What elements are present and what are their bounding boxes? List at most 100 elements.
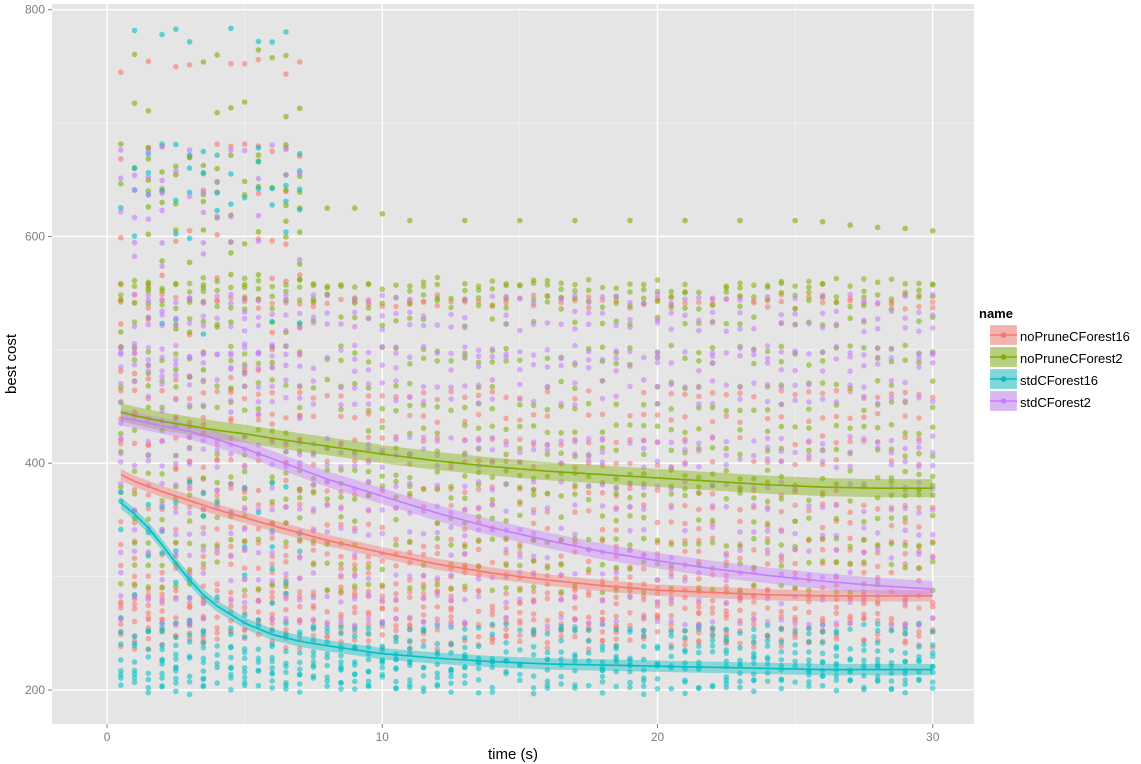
point-stdcforest2: [159, 346, 165, 352]
point-noprunecforest2: [737, 293, 743, 299]
point-noprunecforest2: [819, 558, 826, 565]
point-stdcforest16: [475, 677, 482, 683]
point-stdcforest2: [255, 410, 262, 417]
point-noprunecforest2: [819, 218, 826, 225]
point-stdcforest2: [159, 620, 165, 627]
point-stdcforest16: [118, 657, 124, 663]
point-stdcforest16: [475, 665, 482, 672]
point-noprunecforest16: [351, 609, 358, 616]
point-noprunecforest2: [682, 305, 688, 311]
point-noprunecforest2: [503, 562, 509, 568]
point-noprunecforest2: [613, 564, 620, 571]
point-noprunecforest2: [434, 295, 441, 302]
point-stdcforest2: [613, 618, 620, 625]
point-noprunecforest16: [365, 621, 372, 628]
point-stdcforest16: [751, 688, 757, 695]
point-stdcforest16: [200, 659, 207, 666]
point-stdcforest2: [861, 595, 867, 602]
point-stdcforest16: [296, 650, 303, 656]
point-noprunecforest16: [530, 520, 537, 527]
point-noprunecforest16: [200, 464, 207, 471]
point-stdcforest2: [406, 614, 413, 621]
point-noprunecforest2: [682, 485, 688, 492]
point-stdcforest2: [778, 435, 785, 442]
point-stdcforest16: [627, 679, 633, 686]
point-noprunecforest2: [599, 304, 606, 310]
point-noprunecforest16: [214, 492, 220, 499]
point-stdcforest2: [173, 551, 179, 558]
point-noprunecforest2: [351, 467, 358, 474]
point-noprunecforest2: [861, 559, 867, 565]
point-noprunecforest16: [572, 539, 578, 546]
point-noprunecforest2: [131, 277, 138, 284]
point-noprunecforest2: [530, 584, 537, 590]
point-noprunecforest2: [214, 514, 220, 521]
point-noprunecforest16: [379, 593, 386, 599]
point-stdcforest16: [929, 679, 936, 685]
point-noprunecforest16: [338, 488, 344, 495]
point-stdcforest2: [434, 322, 441, 328]
point-stdcforest2: [682, 461, 688, 468]
point-stdcforest2: [310, 506, 317, 512]
point-noprunecforest16: [228, 617, 234, 624]
point-stdcforest16: [462, 672, 468, 679]
point-stdcforest2: [888, 377, 895, 384]
point-stdcforest2: [393, 378, 399, 384]
point-noprunecforest2: [709, 345, 716, 351]
point-stdcforest2: [544, 623, 551, 629]
point-noprunecforest2: [929, 473, 936, 480]
point-stdcforest16: [296, 150, 303, 157]
point-noprunecforest16: [599, 526, 606, 533]
point-noprunecforest16: [668, 519, 675, 525]
point-noprunecforest16: [888, 522, 895, 529]
point-noprunecforest16: [819, 415, 826, 421]
point-noprunecforest2: [792, 283, 798, 289]
point-noprunecforest16: [186, 504, 193, 510]
point-stdcforest2: [462, 352, 468, 359]
point-stdcforest2: [819, 349, 826, 355]
point-noprunecforest2: [888, 475, 895, 481]
point-stdcforest2: [503, 312, 509, 318]
point-stdcforest16: [709, 643, 716, 649]
point-stdcforest2: [833, 308, 840, 315]
point-noprunecforest2: [214, 109, 220, 116]
point-stdcforest16: [186, 673, 193, 680]
point-stdcforest2: [640, 300, 647, 307]
point-noprunecforest16: [806, 418, 812, 425]
point-stdcforest2: [558, 355, 564, 362]
point-stdcforest2: [874, 530, 881, 536]
point-stdcforest16: [420, 664, 427, 671]
point-stdcforest2: [131, 350, 138, 357]
point-stdcforest16: [723, 658, 730, 665]
point-noprunecforest2: [778, 563, 785, 569]
point-noprunecforest2: [379, 405, 386, 412]
point-stdcforest2: [517, 295, 523, 302]
point-noprunecforest2: [764, 407, 771, 413]
point-noprunecforest2: [764, 539, 771, 546]
point-noprunecforest16: [393, 580, 399, 587]
point-noprunecforest2: [214, 287, 220, 294]
point-noprunecforest16: [338, 611, 344, 618]
point-stdcforest16: [351, 659, 358, 665]
point-noprunecforest16: [585, 508, 592, 514]
point-stdcforest16: [228, 675, 234, 681]
point-noprunecforest2: [682, 281, 688, 288]
point-stdcforest2: [324, 502, 331, 509]
point-stdcforest2: [283, 570, 289, 577]
point-noprunecforest16: [819, 299, 826, 306]
point-noprunecforest16: [228, 485, 234, 491]
point-stdcforest2: [269, 311, 275, 318]
point-noprunecforest2: [764, 348, 771, 355]
point-noprunecforest2: [434, 448, 441, 454]
point-stdcforest16: [434, 674, 441, 681]
point-noprunecforest2: [778, 473, 785, 480]
point-noprunecforest16: [228, 456, 234, 463]
point-stdcforest2: [792, 620, 798, 627]
point-stdcforest16: [544, 682, 551, 688]
point-stdcforest2: [131, 594, 138, 601]
point-stdcforest2: [806, 438, 812, 444]
point-stdcforest16: [778, 626, 785, 632]
point-noprunecforest16: [709, 490, 716, 497]
point-stdcforest16: [200, 675, 207, 682]
point-stdcforest2: [338, 599, 344, 605]
